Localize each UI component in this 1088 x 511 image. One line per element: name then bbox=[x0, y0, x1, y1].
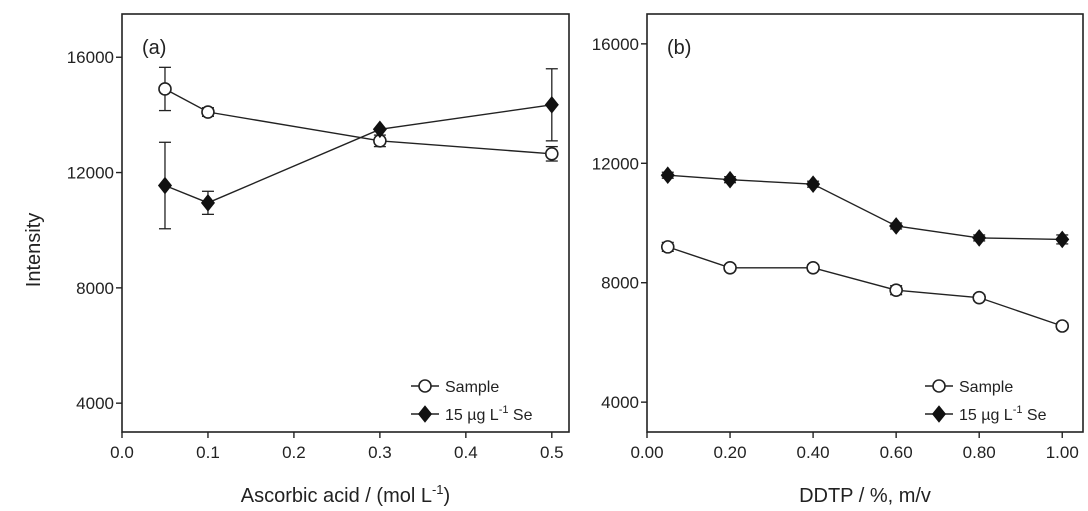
legend-label-tail: Se bbox=[1022, 407, 1046, 424]
legend-label-tail: Se bbox=[508, 407, 532, 424]
data-point bbox=[889, 217, 904, 235]
panel-label: (b) bbox=[667, 37, 691, 59]
x-tick-label: 0.40 bbox=[797, 443, 830, 462]
y-tick-label: 8000 bbox=[601, 274, 639, 293]
data-point bbox=[806, 175, 821, 193]
legend-label-sup: -1 bbox=[499, 404, 509, 416]
x-axis-label-main: Ascorbic acid / (mol L bbox=[241, 485, 432, 507]
data-point bbox=[157, 176, 173, 195]
data-point bbox=[201, 105, 215, 119]
data-point bbox=[889, 283, 903, 297]
x-tick-label: 0.1 bbox=[196, 443, 220, 462]
legend-label: 15 µg L-1 Se bbox=[445, 404, 533, 424]
series-line bbox=[164, 104, 552, 204]
legend-marker bbox=[932, 379, 946, 393]
series-se-standard bbox=[660, 166, 1070, 249]
legend-label-sup: -1 bbox=[1013, 404, 1023, 416]
legend-label-main: 15 µg L bbox=[445, 407, 499, 424]
series-line bbox=[667, 174, 1063, 241]
x-tick-label: 0.20 bbox=[714, 443, 747, 462]
x-axis-label-sup: -1 bbox=[432, 482, 444, 497]
legend-label: Sample bbox=[959, 379, 1013, 396]
data-point bbox=[158, 82, 172, 96]
data-point bbox=[660, 240, 675, 254]
x-axis-label-tail: ) bbox=[444, 485, 451, 507]
data-point bbox=[545, 147, 559, 161]
x-axis-label: DDTP / %, m/v bbox=[799, 485, 931, 507]
x-tick-label: 0.2 bbox=[282, 443, 306, 462]
y-tick-label: 8000 bbox=[76, 279, 114, 298]
legend-label: 15 µg L-1 Se bbox=[959, 404, 1047, 424]
legend-label: Sample bbox=[445, 379, 499, 396]
legend-label-main: 15 µg L bbox=[959, 407, 1013, 424]
data-point bbox=[544, 96, 559, 114]
y-tick-label: 4000 bbox=[76, 394, 114, 413]
y-tick-label: 12000 bbox=[592, 154, 639, 173]
data-point bbox=[1055, 319, 1070, 333]
data-point bbox=[723, 170, 738, 189]
x-tick-label: 0.60 bbox=[880, 443, 913, 462]
panel-b: 0.00 0.20 0.40 0.60 0.80 1.00 4000 8000 12000 160… bbox=[592, 13, 1084, 507]
y-tick-label: 12000 bbox=[67, 164, 114, 183]
series-se-standard bbox=[157, 68, 559, 230]
legend-marker bbox=[417, 405, 433, 423]
data-point bbox=[972, 290, 986, 305]
x-tick-label: 1.00 bbox=[1046, 443, 1079, 462]
y-tick-label: 16000 bbox=[67, 48, 114, 67]
y-tick-label: 4000 bbox=[601, 393, 639, 412]
legend-marker bbox=[418, 379, 432, 393]
series-line bbox=[164, 88, 552, 155]
series-sample bbox=[660, 240, 1070, 333]
x-tick-label: 0.0 bbox=[110, 443, 134, 462]
data-point bbox=[660, 166, 675, 185]
x-tick-label: 0.80 bbox=[963, 443, 996, 462]
legend-marker bbox=[931, 405, 947, 423]
series-sample bbox=[158, 66, 559, 162]
y-tick-label: 16000 bbox=[592, 35, 639, 54]
x-tick-label: 0.4 bbox=[454, 443, 478, 462]
data-point bbox=[200, 194, 216, 212]
x-axis-label-main: DDTP / %, m/v bbox=[799, 485, 931, 507]
plot-frame bbox=[646, 13, 1084, 433]
data-point bbox=[972, 229, 987, 247]
panel-label: (a) bbox=[142, 37, 166, 59]
panel-a: 0.0 0.1 0.2 0.3 0.4 0.5 4000 8000 12000 16000 (a) A… bbox=[67, 13, 570, 507]
x-tick-label: 0.3 bbox=[368, 443, 392, 462]
series-line bbox=[667, 246, 1063, 327]
legend: Sample 15 µg L-1 Se bbox=[925, 379, 1047, 424]
x-tick-label: 0.5 bbox=[540, 443, 564, 462]
data-point bbox=[1055, 230, 1070, 249]
data-point bbox=[806, 260, 820, 275]
plot-frame bbox=[121, 13, 570, 433]
x-tick-label: 0.00 bbox=[630, 443, 663, 462]
y-axis-label: Intensity bbox=[23, 213, 45, 287]
legend: Sample 15 µg L-1 Se bbox=[411, 379, 533, 424]
x-axis-label: Ascorbic acid / (mol L-1) bbox=[241, 482, 450, 507]
data-point bbox=[372, 120, 387, 139]
data-point bbox=[723, 260, 737, 275]
